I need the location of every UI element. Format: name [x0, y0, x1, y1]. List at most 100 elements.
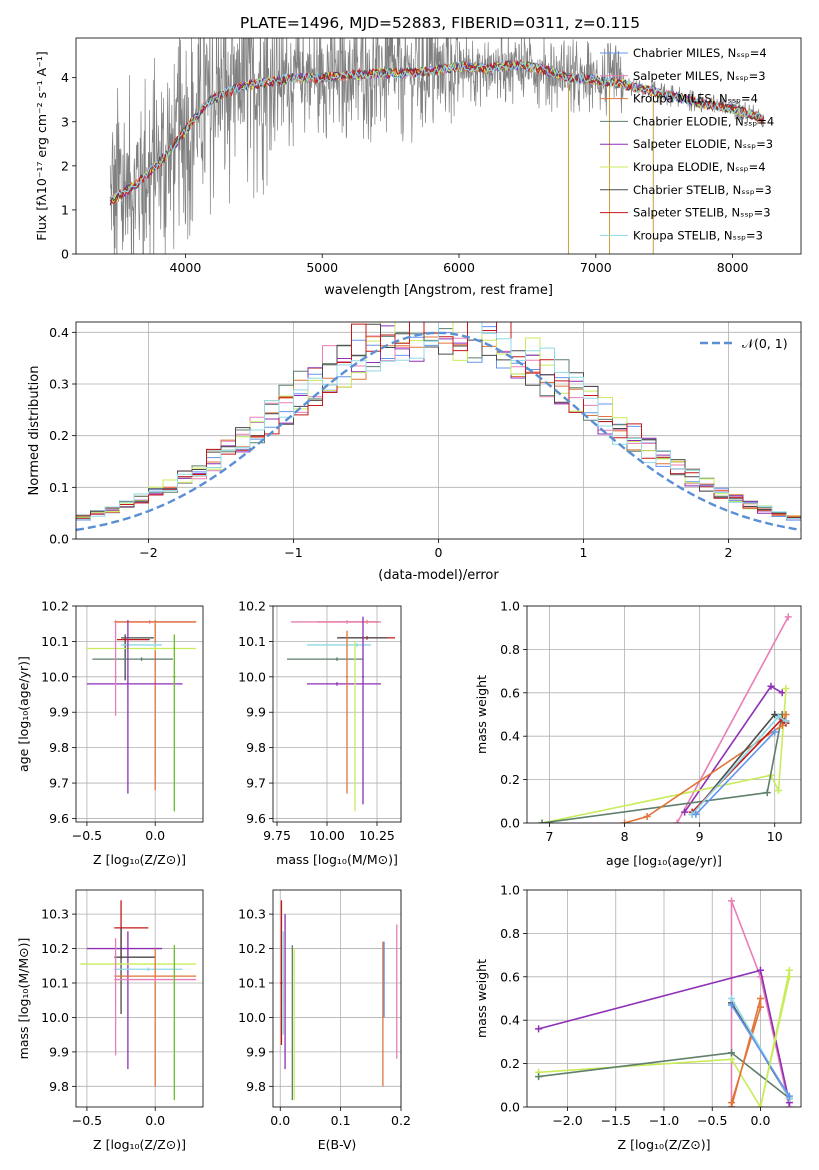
- weight_vs_Z-marker-8: [756, 1103, 764, 1107]
- weight_vs_Z-marker-7: [785, 1092, 793, 1100]
- figure-title: PLATE=1496, MJD=52883, FIBERID=0311, z=0…: [240, 14, 640, 32]
- weight_vs_Z-ytick-label: 0.0: [500, 1100, 520, 1115]
- mass_vs_Z-ytick-label: 10.3: [41, 907, 69, 922]
- weight_vs_age-marker-1: [767, 682, 775, 690]
- weight_vs_Z-series-4: [730, 998, 762, 1107]
- weight_vs_age-marker-3: [538, 819, 546, 823]
- spectrum-xtick-label: 8000: [717, 260, 749, 275]
- spectrum-ylabel: Flux [fλ10⁻¹⁷ erg cm⁻² s⁻¹ A⁻¹]: [34, 51, 49, 240]
- residuals-panel: −2 −1 0 1 2 0.0 0.1 0.2 0.3 0.4 𝒩(0, 1) (data-model…: [27, 321, 802, 583]
- mass_vs_EBV-plot-area: [280, 900, 398, 1101]
- weight_vs_Z-ytick-label: 1.0: [500, 883, 520, 898]
- residuals-xlabel: (data-model)/error: [378, 568, 499, 583]
- weight_vs_Z-marker-2: [728, 1055, 736, 1063]
- weight_vs_age-marker-4: [643, 812, 651, 820]
- age_vs_Z-ytick-label: 9.9: [49, 705, 69, 720]
- weight_vs_Z-marker-4: [756, 1003, 764, 1011]
- weight_vs_age-marker-2: [782, 684, 790, 692]
- weight_vs_Z-plot-area: [535, 897, 793, 1107]
- weight_vs_age-marker-0: [673, 819, 681, 823]
- mass_vs_EBV-xtick-label: 0.2: [391, 1113, 411, 1128]
- legend-label-0: Chabrier MILES, Nₛₛₚ=4: [633, 46, 767, 60]
- weight_vs_Z-xlabel: Z [log₁₀(Z/Z⊙)]: [618, 1137, 711, 1152]
- weight_vs_age-ylabel: mass weight: [474, 675, 489, 754]
- weight_vs_Z-ylabel: mass weight: [474, 959, 489, 1038]
- legend-label-6: Chabrier STELIB, Nₛₛₚ=3: [633, 183, 772, 197]
- weight_vs_age-marker-0: [784, 613, 792, 621]
- age_vs_mass-xtick-label: 9.75: [263, 828, 291, 843]
- spectrum-frame: [75, 37, 802, 255]
- mass_vs_EBV-ytick-label: 10.0: [238, 1010, 266, 1025]
- weight_vs_age-xtick-label: 9: [696, 829, 704, 844]
- mass_vs_EBV-ytick-label: 9.8: [246, 1079, 266, 1094]
- mass_vs_Z-ytick-label: 10.0: [41, 1010, 69, 1025]
- weight_vs_age-frame: [526, 605, 802, 824]
- mass_vs_Z-ytick-label: 10.2: [41, 941, 69, 956]
- weight_vs_age-xtick-label: 7: [546, 829, 554, 844]
- spectrum-xlabel: wavelength [Angstrom, rest frame]: [324, 283, 553, 298]
- spectrum-ytick-label: 3: [61, 114, 69, 129]
- weight_vs_age-marker-3: [763, 789, 771, 797]
- residuals-ytick-label: 0.0: [49, 532, 69, 547]
- weight_vs_Z-ytick-label: 0.8: [500, 926, 520, 941]
- model-line-8: [109, 61, 764, 200]
- weight_vs_Z-xtick-label: −1.0: [649, 1113, 679, 1128]
- weight_vs_age-xtick-label: 8: [621, 829, 629, 844]
- weight_vs_age-series-8: [695, 731, 776, 815]
- residuals-ytick-label: 0.4: [49, 325, 69, 340]
- residuals-xtick-label: −1: [284, 545, 302, 560]
- age_vs_mass-frame: [272, 605, 402, 823]
- weight_vs_Z-marker-7: [728, 1001, 736, 1009]
- weight_vs_age-ytick-label: 0.6: [500, 685, 520, 700]
- mass_vs_Z-panel: −0.5 0.0 9.8 9.9 10.0 10.1 10.2 10.3 Z [log₁₀(Z/…: [16, 889, 204, 1152]
- weight_vs_age-plot-area: [538, 613, 792, 823]
- age_vs_mass-xtick-label: 10.25: [359, 828, 395, 843]
- weight_vs_Z-marker-1: [535, 1025, 543, 1033]
- age_vs_Z-plot-area: [86, 620, 197, 812]
- age_vs_Z-ytick-label: 9.6: [49, 811, 69, 826]
- age_vs_mass-xlabel: mass [log₁₀(M/M⊙)]: [276, 852, 398, 867]
- age_vs_Z-panel: −0.5 0.0 9.6 9.7 9.8 9.9 10.0 10.1 10.2 Z [log₁₀(…: [16, 599, 204, 867]
- residuals-ytick-label: 0.3: [49, 377, 69, 392]
- age_vs_Z-ylabel: age [log₁₀(age/yr)]: [16, 656, 31, 772]
- weight_vs_age-ytick-label: 0.0: [500, 816, 520, 831]
- residuals-xtick-label: 0: [435, 545, 443, 560]
- weight_vs_Z-ytick-label: 0.6: [500, 969, 520, 984]
- weight_vs_Z-marker-8: [785, 973, 793, 981]
- mass_vs_Z-xtick-label: −0.5: [72, 1113, 102, 1128]
- mass_vs_Z-frame: [75, 889, 204, 1108]
- age_vs_Z-ytick-label: 10.1: [41, 634, 69, 649]
- residual-histogram-1: [76, 322, 801, 520]
- weight_vs_Z-marker-0: [728, 897, 736, 905]
- normal-legend-label: 𝒩(0, 1): [742, 336, 788, 351]
- weight_vs_age-ytick-label: 0.8: [500, 642, 520, 657]
- legend-label-2: Kroupa MILES, Nₛₛₚ=4: [633, 92, 758, 106]
- age_vs_mass-ytick-label: 10.0: [238, 669, 266, 684]
- residuals-xtick-label: 1: [580, 545, 588, 560]
- mass_vs_Z-plot-area: [80, 900, 197, 1101]
- weight_vs_age-ytick-label: 1.0: [500, 599, 520, 614]
- weight_vs_age-xtick-label: 10: [767, 829, 783, 844]
- residuals-xtick-label: −2: [139, 545, 157, 560]
- weight_vs_age-marker-1: [681, 808, 689, 816]
- legend-label-1: Salpeter MILES, Nₛₛₚ=3: [633, 69, 766, 83]
- legend-label-8: Kroupa STELIB, Nₛₛₚ=3: [633, 228, 763, 242]
- residuals-ylabel: Normed distribution: [27, 366, 42, 496]
- residual-histogram-5: [76, 322, 801, 519]
- age_vs_mass-ytick-label: 9.6: [246, 811, 266, 826]
- weight_vs_Z-marker-3: [728, 1049, 736, 1057]
- age_vs_Z-ytick-label: 9.8: [49, 740, 69, 755]
- weight_vs_Z-marker-4: [728, 1099, 736, 1107]
- age_vs_mass-ytick-label: 9.8: [246, 740, 266, 755]
- residual-histogram-8: [76, 322, 801, 520]
- weight_vs_age-marker-7: [774, 713, 782, 721]
- spectrum-panel: 4000 5000 6000 7000 8000 0 1 2 3 4 Chabrier MILES,…: [34, 37, 802, 298]
- weight_vs_Z-xtick-label: −0.5: [697, 1113, 727, 1128]
- weight_vs_age-series-2: [541, 688, 787, 823]
- mass_vs_EBV-ytick-label: 10.3: [238, 907, 266, 922]
- weight_vs_Z-ytick-label: 0.2: [500, 1056, 520, 1071]
- mass_vs_Z-ytick-label: 9.9: [49, 1044, 69, 1059]
- spectrum-ytick-label: 0: [61, 247, 69, 262]
